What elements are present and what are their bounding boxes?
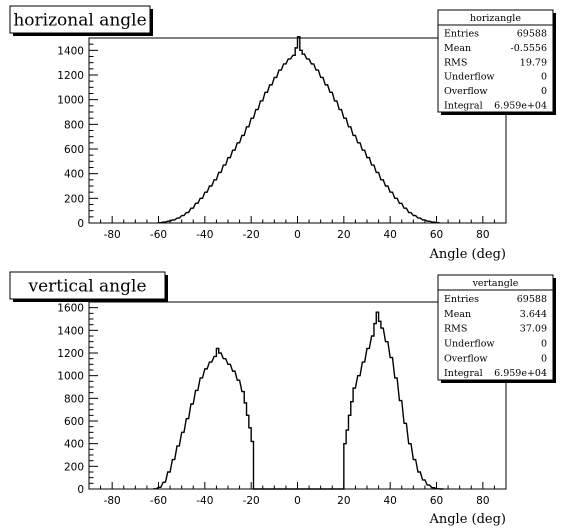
stats-key: Entries — [444, 29, 479, 40]
x-tick-label: 80 — [476, 229, 489, 241]
stats-key: Mean — [444, 309, 471, 320]
x-tick-label: 0 — [294, 229, 301, 241]
x-tick-label: -80 — [104, 229, 121, 241]
x-tick-label: -20 — [243, 495, 260, 507]
y-tick-label: 1400 — [57, 325, 84, 337]
stats-key: RMS — [444, 57, 467, 68]
y-tick-label: 0 — [77, 218, 84, 230]
y-tick-label: 0 — [77, 484, 84, 496]
chart-title: horizonal angle — [13, 11, 146, 31]
y-tick-label: 800 — [64, 393, 84, 405]
y-tick-label: 600 — [64, 416, 84, 428]
stats-name: horizangle — [470, 13, 521, 24]
stats-key: Overflow — [444, 353, 488, 364]
y-tick-label: 400 — [64, 169, 84, 181]
stats-key: Mean — [444, 43, 471, 54]
x-tick-label: 60 — [430, 495, 443, 507]
x-tick-label: -20 — [243, 229, 260, 241]
x-tick-label: 40 — [383, 495, 396, 507]
stats-key: Entries — [444, 294, 479, 305]
stats-value: 6.959e+04 — [494, 100, 547, 111]
stats-box — [437, 9, 554, 113]
y-tick-label: 1200 — [57, 348, 84, 360]
stats-value: 0 — [541, 72, 547, 83]
title-box — [9, 5, 151, 34]
y-tick-label: 1000 — [57, 371, 84, 383]
histogram-line — [157, 36, 440, 224]
y-tick-label: 600 — [64, 144, 84, 156]
stats-key: Overflow — [444, 86, 488, 97]
stats-key: Underflow — [444, 72, 495, 83]
y-tick-label: 200 — [64, 461, 84, 473]
title-box — [9, 271, 166, 300]
x-tick-label: -40 — [196, 495, 213, 507]
x-tick-label: 20 — [337, 495, 350, 507]
x-tick-label: 20 — [337, 229, 350, 241]
stats-value: 19.79 — [520, 57, 547, 68]
x-tick-label: 80 — [476, 495, 489, 507]
x-tick-label: -40 — [196, 229, 213, 241]
x-tick-label: 40 — [383, 229, 396, 241]
stats-key: Integral — [444, 368, 483, 379]
stats-value: 69588 — [517, 29, 547, 40]
chart-panel: horizonal angle-80 -60 -40 -20 0 20 40 60 800200… — [9, 5, 556, 262]
stats-key: RMS — [444, 324, 467, 335]
y-tick-label: 200 — [64, 193, 84, 205]
x-tick-label: -60 — [150, 229, 167, 241]
stats-value: 0 — [541, 353, 547, 364]
x-tick-label: 60 — [430, 229, 443, 241]
stats-value: -0.5556 — [511, 43, 547, 54]
x-tick-label: -80 — [104, 495, 121, 507]
y-tick-label: 1000 — [57, 95, 84, 107]
stats-name: vertangle — [472, 278, 519, 289]
stats-key: Integral — [444, 100, 483, 111]
x-tick-label: 0 — [294, 495, 301, 507]
stats-key: Underflow — [444, 338, 495, 349]
histogram-line — [153, 311, 444, 490]
stats-value: 69588 — [517, 294, 547, 305]
stats-box — [437, 274, 554, 381]
y-tick-label: 400 — [64, 439, 84, 451]
stats-value: 3.644 — [520, 309, 547, 320]
stats-value: 37.09 — [520, 324, 547, 335]
stats-value: 0 — [541, 338, 547, 349]
chart-panel: vertical angle-80 -60 -40 -20 0 20 40 60 8002004… — [9, 271, 556, 527]
chart-title: vertical angle — [27, 277, 146, 297]
y-tick-label: 1200 — [57, 70, 84, 82]
x-axis-label: Angle (deg) — [428, 512, 506, 527]
stats-value: 6.959e+04 — [494, 368, 547, 379]
x-axis-label: Angle (deg) — [428, 247, 506, 262]
y-tick-label: 1600 — [57, 303, 84, 315]
stats-value: 0 — [541, 86, 547, 97]
x-tick-label: -60 — [150, 495, 167, 507]
y-tick-label: 800 — [64, 119, 84, 131]
y-tick-label: 1400 — [57, 45, 84, 57]
